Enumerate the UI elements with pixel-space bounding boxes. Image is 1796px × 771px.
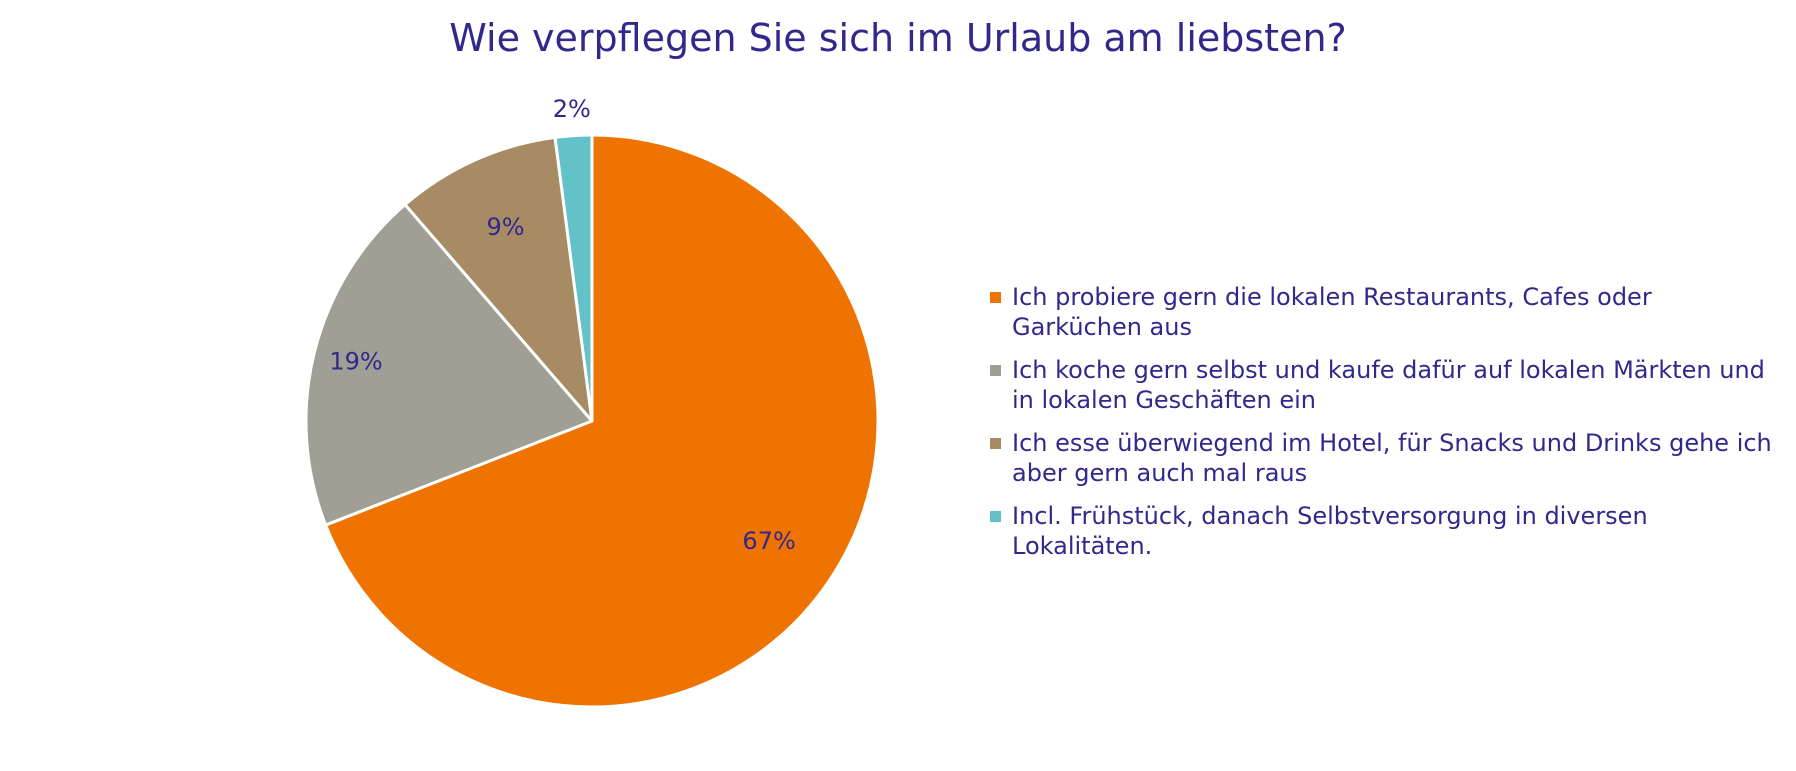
legend-item-incl-fruehstueck-danach-selbstversorgung: Incl. Frühstück, danach Selbstversorgung… [988,501,1778,561]
slice-value-label-1: 67% [742,527,795,555]
pie-slice-1 [324,133,880,709]
legend: Ich probiere gern die lokalen Restaurant… [988,282,1778,574]
slice-value-label-3: 9% [486,213,524,241]
chart-title: Wie verpflegen Sie sich im Urlaub am lie… [449,16,1347,60]
pie-slices [304,133,880,709]
pie-slice-2 [304,203,594,527]
legend-item-ich-koche-gern-selbst: Ich koche gern selbst und kaufe dafür au… [988,355,1778,415]
pie-slice-3 [403,135,594,423]
legend-swatch [990,365,1001,376]
legend-label: Ich koche gern selbst und kaufe dafür au… [1012,356,1765,414]
pie-slice-labels: 67% 19% 9% 2% [329,95,795,555]
legend-swatch [990,438,1001,449]
slice-value-label-2: 19% [329,348,382,376]
slice-value-label-4: 2% [553,95,591,123]
legend-swatch [990,511,1001,522]
legend-label: Incl. Frühstück, danach Selbstversorgung… [1012,502,1648,560]
legend-item-ich-probiere-gern-die: Ich probiere gern die lokalen Restaurant… [988,282,1778,342]
legend-swatch [990,292,1001,303]
legend-item-ich-esse-ueberwiegend-im: Ich esse überwiegend im Hotel, für Snack… [988,428,1778,488]
pie-slice-4 [553,133,594,423]
legend-label: Ich esse überwiegend im Hotel, für Snack… [1012,429,1772,487]
legend-label: Ich probiere gern die lokalen Restaurant… [1012,283,1652,341]
